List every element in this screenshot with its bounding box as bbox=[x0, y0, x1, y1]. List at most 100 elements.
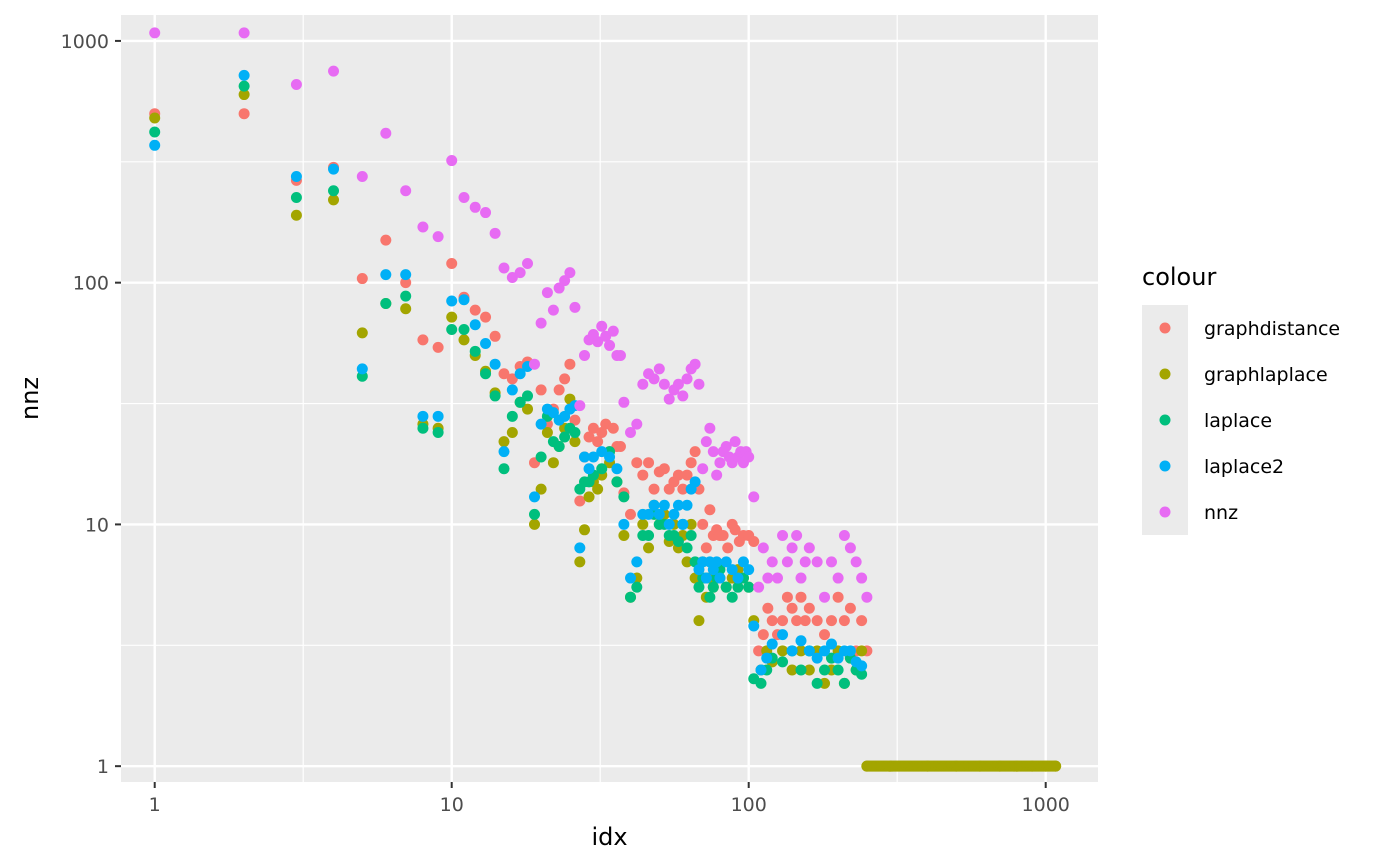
data-point bbox=[838, 615, 850, 627]
data-point bbox=[579, 349, 591, 361]
data-point bbox=[844, 602, 856, 614]
data-point bbox=[535, 418, 547, 430]
data-point bbox=[631, 581, 643, 593]
data-point bbox=[604, 339, 616, 351]
data-point bbox=[689, 572, 701, 584]
data-point bbox=[803, 542, 815, 554]
data-point bbox=[514, 267, 526, 279]
data-point bbox=[417, 422, 429, 434]
series-graphdistance bbox=[149, 108, 873, 657]
data-point bbox=[149, 126, 161, 138]
data-point bbox=[825, 615, 837, 627]
data-point bbox=[743, 451, 755, 463]
data-point bbox=[290, 79, 302, 91]
data-point bbox=[799, 556, 811, 568]
data-point bbox=[832, 591, 844, 603]
legend: colour graphdistance graphlaplace laplace l… bbox=[1142, 263, 1340, 535]
x-tick-label: 100 bbox=[731, 794, 767, 816]
data-point bbox=[356, 363, 368, 375]
x-axis-title: idx bbox=[591, 823, 627, 851]
data-point bbox=[522, 258, 534, 270]
data-point bbox=[625, 572, 637, 584]
data-point bbox=[618, 491, 630, 503]
data-point bbox=[781, 591, 793, 603]
data-point bbox=[625, 591, 637, 603]
data-point bbox=[637, 378, 649, 390]
data-point bbox=[547, 457, 559, 469]
data-point bbox=[328, 194, 340, 206]
series-laplace2 bbox=[149, 69, 868, 676]
data-point bbox=[547, 304, 559, 316]
data-point bbox=[643, 542, 655, 554]
data-point bbox=[446, 155, 458, 167]
data-point bbox=[583, 491, 595, 503]
data-point bbox=[856, 660, 868, 672]
data-point bbox=[753, 645, 765, 657]
data-point bbox=[631, 418, 643, 430]
data-point bbox=[762, 572, 774, 584]
data-point bbox=[514, 396, 526, 408]
data-point bbox=[720, 441, 732, 453]
data-point bbox=[762, 602, 774, 614]
data-point bbox=[522, 403, 534, 415]
data-point bbox=[535, 384, 547, 396]
data-point bbox=[856, 668, 868, 680]
data-point bbox=[328, 185, 340, 197]
data-point bbox=[290, 170, 302, 182]
data-point bbox=[811, 652, 823, 664]
data-point bbox=[458, 324, 470, 336]
data-point bbox=[637, 518, 649, 530]
data-point bbox=[704, 591, 716, 603]
data-point bbox=[514, 368, 526, 380]
data-point bbox=[506, 427, 518, 438]
data-point bbox=[559, 275, 571, 287]
data-point bbox=[838, 677, 850, 689]
data-point bbox=[856, 615, 868, 627]
data-point bbox=[700, 436, 712, 448]
data-point bbox=[681, 469, 693, 481]
data-point bbox=[631, 457, 643, 469]
data-point bbox=[743, 564, 755, 576]
data-point bbox=[643, 529, 655, 541]
data-point bbox=[743, 581, 755, 593]
data-point bbox=[856, 572, 868, 584]
data-point bbox=[498, 262, 510, 274]
data-point bbox=[732, 572, 744, 584]
data-point bbox=[658, 499, 670, 511]
data-point bbox=[498, 368, 510, 380]
data-point bbox=[685, 457, 697, 469]
data-point bbox=[681, 499, 693, 511]
legend-item-graphlaplace: graphlaplace bbox=[1159, 364, 1328, 386]
data-point bbox=[648, 373, 660, 385]
data-point bbox=[850, 556, 862, 568]
data-point bbox=[529, 508, 540, 520]
data-point bbox=[618, 518, 630, 530]
data-point bbox=[653, 508, 665, 520]
data-point bbox=[380, 234, 392, 246]
data-point bbox=[541, 287, 553, 299]
data-point bbox=[238, 27, 250, 39]
plot-panel bbox=[121, 15, 1098, 782]
data-point bbox=[832, 572, 844, 584]
data-point bbox=[766, 615, 778, 627]
data-point bbox=[569, 427, 581, 438]
data-point bbox=[356, 170, 368, 182]
legend-item-laplace2: laplace2 bbox=[1159, 456, 1284, 478]
data-point bbox=[648, 499, 660, 511]
data-point bbox=[446, 311, 458, 323]
y-tick-label: 10 bbox=[85, 514, 109, 536]
data-point bbox=[432, 341, 444, 353]
data-point bbox=[596, 463, 608, 475]
data-point bbox=[755, 677, 767, 689]
data-point bbox=[819, 629, 831, 641]
data-point bbox=[592, 436, 604, 448]
x-tick-label: 1000 bbox=[1022, 794, 1070, 816]
data-point bbox=[648, 483, 660, 495]
data-point bbox=[737, 556, 749, 568]
data-point bbox=[328, 65, 340, 77]
data-point bbox=[592, 483, 604, 495]
data-point bbox=[553, 384, 565, 396]
data-point bbox=[643, 508, 655, 520]
data-point bbox=[596, 320, 608, 332]
